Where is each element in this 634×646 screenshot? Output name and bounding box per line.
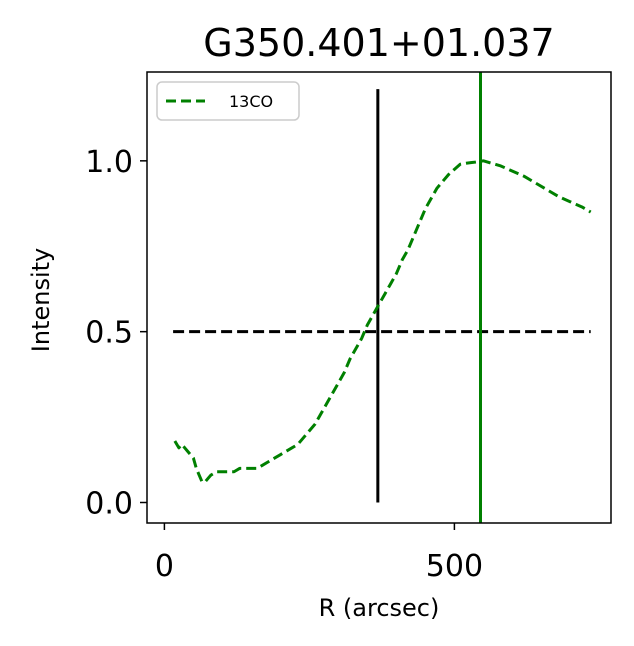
plot-frame [146,71,612,524]
y-tick-label: 0.0 [85,487,133,522]
legend-layer: 13CO [156,81,300,121]
x-tick-label: 500 [426,549,483,584]
x-axis-label: R (arcsec) [319,594,440,622]
plot-layer [173,72,592,523]
chart-title: G350.401+01.037 [203,21,554,65]
y-tick-label: 1.0 [85,145,133,180]
legend-label-13co: 13CO [229,92,273,111]
legend-box [156,81,300,121]
y-axis-label: Intensity [27,248,55,352]
y-tick-label: 0.5 [85,316,133,351]
series-line-13co [173,159,592,484]
x-tick-label: 0 [155,549,174,584]
ticks-layer: 0 500 0.0 0.5 1.0 [85,145,483,584]
